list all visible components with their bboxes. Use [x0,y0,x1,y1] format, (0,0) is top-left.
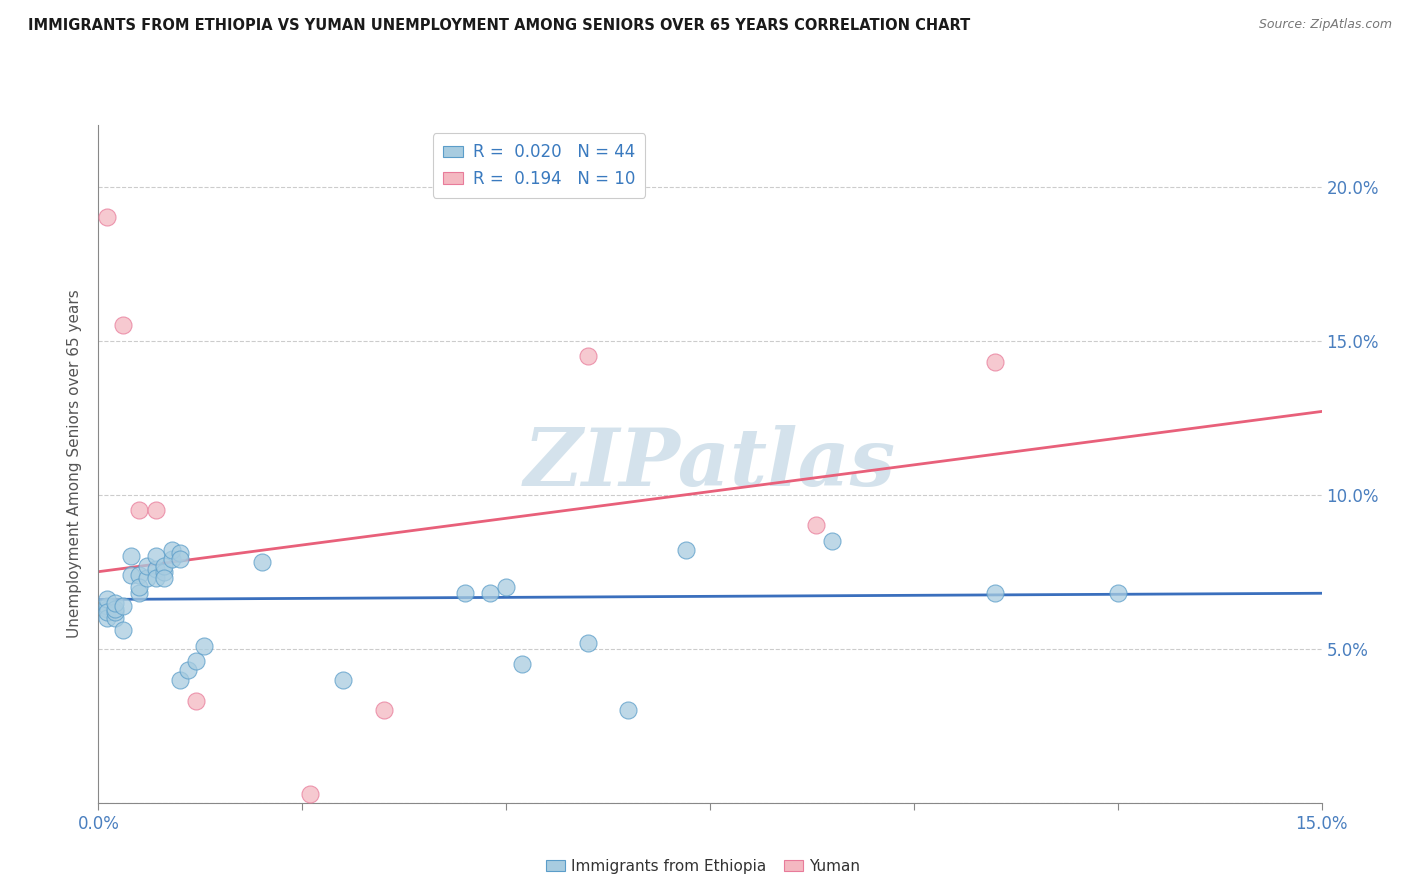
Point [96,592,118,607]
Point [96,611,118,625]
Point [145,549,167,564]
Point [152,571,174,585]
Point [250,556,273,570]
Point [984,586,1007,600]
Point [454,586,477,600]
Point [152,565,174,579]
Legend: R =  0.020   N = 44, R =  0.194   N = 10: R = 0.020 N = 44, R = 0.194 N = 10 [433,133,645,197]
Point [152,558,174,573]
Point [120,549,142,564]
Point [111,599,134,613]
Point [299,787,322,801]
Point [478,586,501,600]
Point [111,624,134,638]
Text: Source: ZipAtlas.com: Source: ZipAtlas.com [1258,18,1392,31]
Point [96,599,118,613]
Point [495,580,517,594]
Point [145,503,167,517]
Point [120,567,142,582]
Point [145,561,167,575]
Point [96,605,118,619]
Point [576,635,599,649]
Text: ZIPatlas: ZIPatlas [524,425,896,502]
Point [160,543,183,558]
Point [984,355,1007,369]
Point [169,546,191,560]
Point [96,601,118,615]
Point [145,571,167,585]
Point [136,558,159,573]
Point [186,694,208,708]
Point [169,552,191,566]
Point [576,349,599,363]
Text: IMMIGRANTS FROM ETHIOPIA VS YUMAN UNEMPLOYMENT AMONG SENIORS OVER 65 YEARS CORRE: IMMIGRANTS FROM ETHIOPIA VS YUMAN UNEMPL… [28,18,970,33]
Point [332,673,354,687]
Point [128,580,150,594]
Point [177,663,200,677]
Y-axis label: Unemployment Among Seniors over 65 years: Unemployment Among Seniors over 65 years [67,290,83,638]
Point [512,657,534,672]
Point [1107,586,1129,600]
Point [104,605,127,619]
Point [804,518,827,533]
Point [675,543,697,558]
Point [128,567,150,582]
Point [128,586,150,600]
Point [128,503,150,517]
Point [104,595,127,609]
Point [186,654,208,668]
Point [193,639,215,653]
Point [821,533,844,548]
Point [373,703,395,717]
Point [104,601,127,615]
Legend: Immigrants from Ethiopia, Yuman: Immigrants from Ethiopia, Yuman [540,853,866,880]
Point [96,211,118,225]
Point [617,703,640,717]
Point [169,673,191,687]
Point [160,552,183,566]
Point [104,611,127,625]
Point [111,318,134,333]
Point [136,571,159,585]
